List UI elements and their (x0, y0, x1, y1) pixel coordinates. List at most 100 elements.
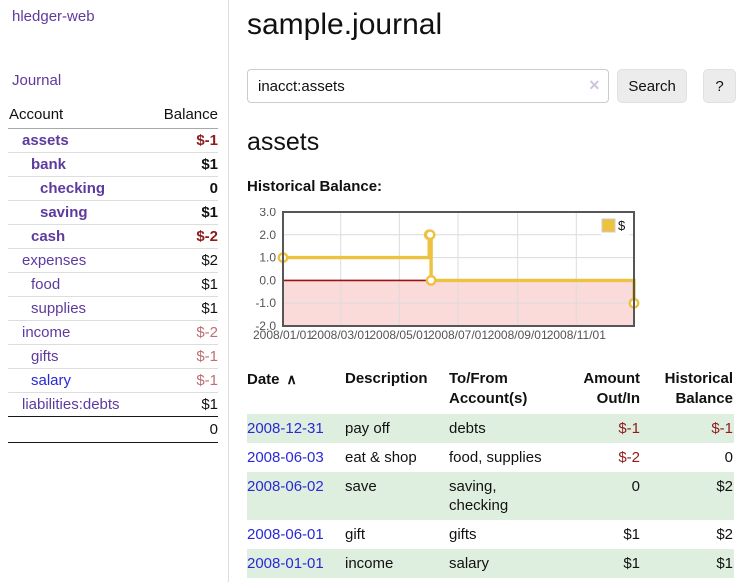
register-header-accounts: To/From Account(s) (449, 370, 528, 407)
sidebar-account-link[interactable]: income (22, 324, 71, 341)
register-row: 2008-01-01 income salary $1 $1 (247, 549, 734, 578)
sidebar-item-journal[interactable]: Journal (12, 72, 62, 89)
accounts-total-row: 0 (8, 416, 218, 443)
account-row: bank $1 (8, 152, 218, 177)
register-balance: $-1 (711, 420, 733, 437)
register-date-link[interactable]: 2008-06-03 (247, 449, 324, 466)
svg-text:2.0: 2.0 (259, 228, 276, 242)
legend-label: $ (618, 218, 626, 233)
register-balance: $2 (716, 526, 733, 543)
svg-text:-2.0: -2.0 (255, 319, 276, 333)
svg-text:2008/05/01: 2008/05/01 (369, 328, 429, 342)
accounts-header-balance: Balance (148, 105, 218, 129)
register-description: eat & shop (345, 449, 417, 466)
register-amount: $-2 (618, 449, 640, 466)
register-row: 2008-06-01 gift gifts $1 $2 (247, 520, 734, 549)
register-table: Date ∧ Description To/From Account(s) Amo… (247, 367, 734, 578)
account-row: gifts $-1 (8, 344, 218, 369)
register-header-amount: Amount Out/In (583, 370, 640, 407)
account-row: cash $-2 (8, 224, 218, 249)
register-amount: 0 (631, 478, 640, 495)
account-balance: $-1 (196, 132, 218, 149)
svg-text:3.0: 3.0 (259, 208, 276, 219)
register-header-row: Date ∧ Description To/From Account(s) Amo… (247, 367, 734, 414)
register-accounts: gifts (449, 526, 477, 543)
register-amount: $-1 (618, 420, 640, 437)
app-title-link[interactable]: hledger-web (12, 8, 95, 25)
svg-text:0.0: 0.0 (259, 273, 276, 287)
account-balance: $1 (148, 296, 218, 321)
account-balance: $1 (148, 272, 218, 297)
register-accounts: food, supplies (449, 449, 542, 466)
account-balance: $1 (148, 200, 218, 225)
register-description: income (345, 555, 394, 572)
account-row: liabilities:debts $1 (8, 392, 218, 417)
accounts-header-account: Account (8, 105, 149, 129)
sort-ascending-icon: ∧ (286, 371, 297, 387)
account-balance: $2 (148, 248, 218, 273)
account-balance: $-1 (148, 344, 218, 369)
register-balance: $2 (716, 478, 733, 495)
account-row: checking 0 (8, 176, 218, 201)
register-date-link[interactable]: 2008-06-02 (247, 478, 324, 495)
account-row: assets $-1 (8, 129, 218, 153)
sidebar-account-link[interactable]: liabilities:debts (22, 396, 120, 413)
register-description: gift (345, 526, 366, 543)
register-date-link[interactable]: 2008-01-01 (247, 555, 324, 572)
sidebar-account-link[interactable]: salary (31, 372, 72, 389)
svg-text:2008/11/01: 2008/11/01 (547, 328, 606, 342)
sidebar-account-link[interactable]: saving (40, 204, 88, 221)
register-row: 2008-12-31 pay off debts $-1 $-1 (247, 414, 734, 443)
sidebar-account-link[interactable]: supplies (31, 300, 87, 317)
clear-search-icon[interactable]: ✕ (588, 77, 601, 93)
search-box: ✕ (247, 69, 610, 103)
register-date-link[interactable]: 2008-06-01 (247, 526, 324, 543)
register-header-date[interactable]: Date ∧ (247, 371, 297, 388)
chart-data-point (424, 229, 436, 241)
sidebar-account-link[interactable]: checking (40, 180, 106, 197)
account-row: food $1 (8, 272, 218, 297)
svg-text:-1.0: -1.0 (255, 296, 276, 310)
sidebar-account-link[interactable]: cash (31, 228, 66, 245)
sidebar-account-link[interactable]: gifts (31, 348, 59, 365)
register-header-balance: Historical Balance (664, 370, 733, 407)
account-balance: $1 (148, 152, 218, 177)
legend-color-swatch (601, 218, 616, 233)
account-row: saving $1 (8, 200, 218, 225)
search-button[interactable]: Search (617, 69, 688, 103)
register-balance: $1 (716, 555, 733, 572)
accounts-total: 0 (148, 416, 218, 443)
register-amount: $1 (623, 526, 640, 543)
svg-text:2008/03/01: 2008/03/01 (311, 328, 371, 342)
help-button[interactable]: ? (703, 69, 736, 103)
register-header-description: Description (345, 370, 428, 387)
account-row: expenses $2 (8, 248, 218, 273)
register-accounts: debts (449, 420, 486, 437)
account-balance: 0 (148, 176, 218, 201)
register-date-link[interactable]: 2008-12-31 (247, 420, 324, 437)
register-row: 2008-06-02 save saving, checking 0 $2 (247, 472, 734, 520)
register-amount: $1 (623, 555, 640, 572)
sidebar-account-link[interactable]: food (31, 276, 61, 293)
account-balance: $-1 (148, 368, 218, 393)
register-row: 2008-06-03 eat & shop food, supplies $-2 0 (247, 443, 734, 472)
account-row: income $-2 (8, 320, 218, 345)
account-row: salary $-1 (8, 368, 218, 393)
account-balance: $-2 (148, 224, 218, 249)
page-title: sample.journal (247, 8, 443, 41)
chart-title: Historical Balance: (247, 178, 383, 195)
svg-text:1.0: 1.0 (259, 251, 276, 265)
sidebar-account-link[interactable]: assets (22, 132, 69, 149)
sidebar: hledger-web Journal Account Balance asse… (0, 0, 229, 582)
accounts-table: Account Balance assets $-1 bank $1 checking 0… (8, 105, 218, 443)
search-input[interactable] (247, 69, 610, 103)
account-balance: $-2 (148, 320, 218, 345)
account-heading: assets (247, 128, 320, 156)
register-balance: 0 (724, 449, 733, 466)
sidebar-account-link[interactable]: expenses (22, 252, 87, 269)
sidebar-account-link[interactable]: bank (31, 156, 67, 173)
historical-balance-chart[interactable]: $3.0 2.0 1.0 0.0 -1.0 -2.02008/01/012008/03/0… (245, 208, 645, 350)
account-balance: $1 (148, 392, 218, 417)
chart-data-point (425, 275, 437, 286)
